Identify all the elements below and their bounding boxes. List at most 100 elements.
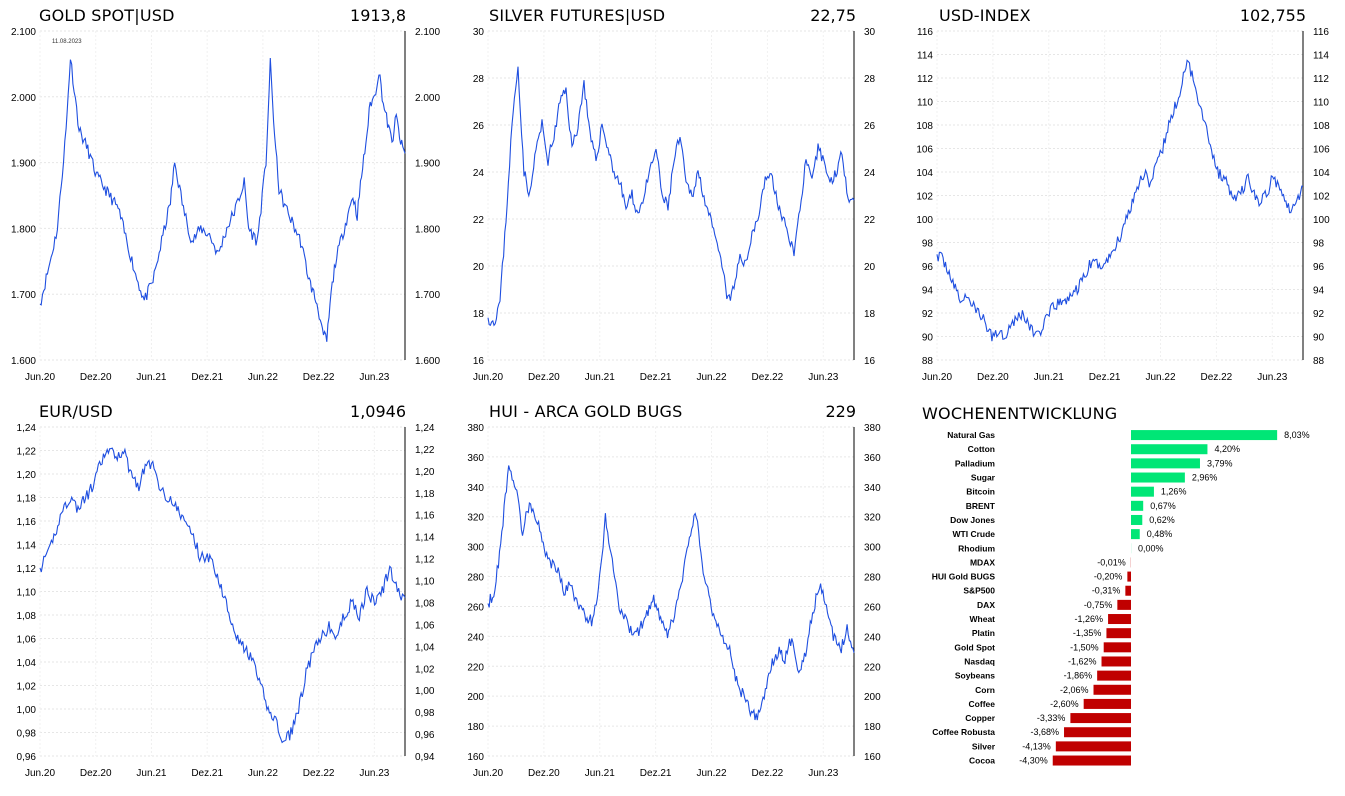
ranking-bar: [1104, 642, 1131, 652]
x-tick-label: Jun.20: [473, 372, 503, 383]
x-tick-label: Jun.22: [696, 372, 726, 383]
ranking-item-name: Corn: [975, 685, 995, 695]
y-tick-label-left: 18: [473, 309, 485, 320]
x-tick-label: Jun.23: [808, 768, 838, 779]
x-tick-label: Dez.21: [191, 372, 223, 383]
y-tick-label-left: 108: [916, 121, 933, 132]
y-tick-label-left: 114: [917, 51, 933, 62]
x-tick-label: Dez.22: [303, 372, 335, 383]
y-tick-label-right: 360: [864, 453, 881, 464]
ranking-value-label: -0,31%: [1092, 586, 1121, 596]
y-tick-label-right: 1,12: [415, 555, 435, 566]
y-tick-label-left: 320: [467, 513, 484, 524]
y-tick-label-right: 0,94: [415, 752, 435, 763]
ranking-value-label: 0,67%: [1150, 501, 1176, 511]
y-tick-label-left: 112: [917, 74, 933, 85]
ranking-item-name: Gold Spot: [954, 642, 995, 652]
y-tick-label-right: 1,04: [415, 642, 435, 653]
y-tick-label-left: 1,24: [17, 423, 37, 434]
x-tick-label: Dez.22: [303, 768, 335, 779]
y-tick-label-left: 100: [916, 215, 933, 226]
x-tick-label: Jun.23: [359, 768, 389, 779]
y-tick-label-right: 1.700: [415, 290, 440, 301]
y-tick-label-right: 1,14: [415, 533, 435, 544]
y-tick-label-left: 16: [473, 356, 485, 367]
y-tick-label-right: 180: [864, 722, 881, 733]
y-tick-label-right: 1,10: [415, 577, 435, 588]
ranking-value-label: 1,26%: [1161, 487, 1187, 497]
y-tick-label-right: 160: [864, 752, 881, 763]
y-tick-label-right: 102: [1313, 192, 1330, 203]
date-annotation: 11.08.2023: [52, 39, 82, 45]
y-tick-label-right: 90: [1313, 333, 1325, 344]
y-tick-label-left: 260: [467, 602, 484, 613]
ranking-bar: [1097, 671, 1131, 681]
ranking-item-name: S&P500: [963, 586, 995, 596]
x-tick-label: Jun.21: [1034, 372, 1064, 383]
y-tick-label-right: 116: [1313, 27, 1329, 38]
x-tick-label: Dez.20: [80, 768, 112, 779]
x-tick-label: Jun.22: [696, 768, 726, 779]
y-tick-label-left: 96: [922, 262, 934, 273]
y-tick-label-right: 92: [1313, 309, 1325, 320]
ranking-bar: [1108, 614, 1131, 624]
y-tick-label-left: 94: [922, 286, 934, 297]
y-tick-label-right: 1,24: [415, 423, 435, 434]
y-tick-label-left: 0,96: [17, 752, 37, 763]
x-tick-label: Dez.21: [640, 372, 672, 383]
y-tick-label-left: 1.700: [11, 290, 36, 301]
ranking-value-label: 0,00%: [1138, 543, 1164, 553]
y-tick-label-right: 26: [864, 121, 876, 132]
y-tick-label-right: 1,00: [415, 686, 435, 697]
ranking-bar: [1131, 430, 1277, 440]
ranking-value-label: -1,26%: [1075, 614, 1104, 624]
x-tick-label: Dez.22: [1201, 372, 1233, 383]
y-tick-label-left: 1,12: [17, 564, 37, 575]
y-tick-label-left: 98: [922, 239, 934, 250]
y-tick-label-left: 28: [473, 74, 485, 85]
ranking-value-label: -1,35%: [1073, 628, 1102, 638]
ranking-item-name: Copper: [965, 713, 995, 723]
ranking-bar: [1106, 628, 1131, 638]
y-tick-label-left: 88: [922, 356, 934, 367]
ranking-bar: [1053, 756, 1131, 766]
ranking-value-label: -2,06%: [1060, 685, 1089, 695]
y-tick-label-left: 1,00: [17, 705, 37, 716]
x-tick-label: Jun.21: [585, 372, 615, 383]
ranking-value-label: 2,96%: [1192, 473, 1218, 483]
y-tick-label-right: 1,18: [415, 489, 435, 500]
ranking-bar: [1131, 444, 1207, 454]
ranking-bar: [1131, 501, 1143, 511]
y-tick-label-right: 340: [864, 483, 881, 494]
y-tick-label-right: 18: [864, 309, 876, 320]
ranking-item-name: Sugar: [971, 473, 996, 483]
y-tick-label-right: 380: [864, 423, 881, 434]
y-tick-label-left: 92: [922, 309, 934, 320]
ranking-item-name: Platin: [972, 628, 995, 638]
y-tick-label-left: 1,10: [17, 588, 37, 599]
ranking-title: WOCHENENTWICKLUNG: [922, 404, 1117, 423]
x-tick-label: Jun.20: [25, 768, 55, 779]
ranking-item-name: Coffee: [969, 699, 996, 709]
series-line: [488, 466, 854, 721]
y-tick-label-right: 1,22: [415, 445, 435, 456]
ranking-bar: [1131, 473, 1185, 483]
y-tick-label-left: 200: [467, 692, 484, 703]
ranking-bar: [1131, 458, 1200, 468]
y-tick-label-right: 300: [864, 543, 881, 554]
ranking-value-label: -0,75%: [1084, 600, 1113, 610]
y-tick-label-right: 16: [864, 356, 876, 367]
ranking-item-name: WTI Crude: [953, 529, 996, 539]
y-tick-label-left: 240: [467, 632, 484, 643]
ranking-item-name: Bitcoin: [966, 487, 995, 497]
y-tick-label-left: 1,20: [17, 470, 37, 481]
ranking-item-name: MDAX: [970, 557, 995, 567]
y-tick-label-left: 1.600: [11, 356, 36, 367]
ranking-value-label: 4,20%: [1214, 444, 1240, 454]
y-tick-label-left: 1,16: [17, 517, 37, 528]
y-tick-label-left: 106: [916, 145, 933, 156]
ranking-item-name: Cocoa: [969, 756, 995, 766]
